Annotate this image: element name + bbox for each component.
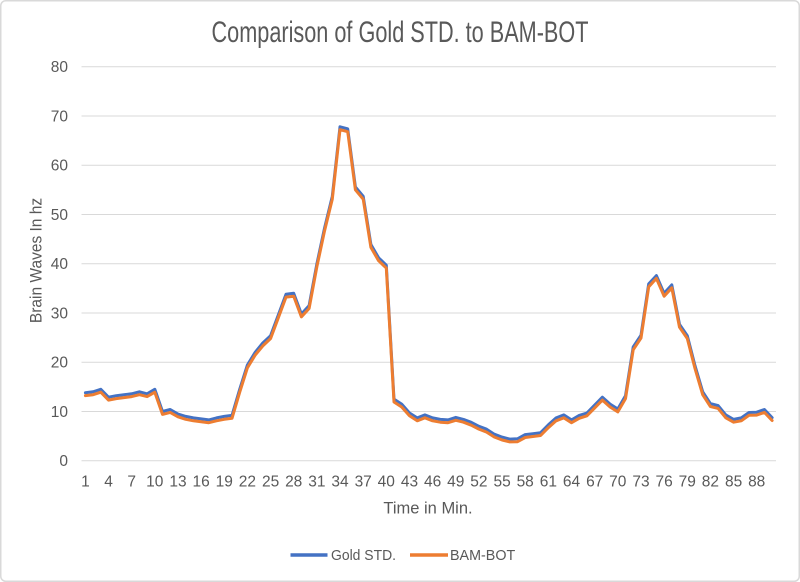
svg-text:16: 16	[192, 473, 209, 490]
svg-text:22: 22	[239, 473, 256, 490]
svg-text:50: 50	[51, 207, 69, 224]
svg-text:70: 70	[609, 473, 627, 490]
svg-text:31: 31	[308, 473, 325, 490]
svg-text:19: 19	[216, 473, 233, 490]
svg-text:67: 67	[586, 473, 603, 490]
svg-text:7: 7	[127, 473, 136, 490]
svg-text:46: 46	[424, 473, 441, 490]
svg-text:52: 52	[470, 473, 487, 490]
svg-text:Gold STD.: Gold STD.	[331, 548, 396, 565]
svg-text:BAM-BOT: BAM-BOT	[450, 548, 515, 564]
svg-text:85: 85	[725, 473, 742, 490]
svg-text:80: 80	[51, 59, 69, 76]
svg-text:88: 88	[748, 473, 765, 490]
svg-text:1: 1	[81, 473, 90, 490]
svg-text:10: 10	[51, 404, 69, 421]
svg-text:Comparison of Gold STD. to BAM: Comparison of Gold STD. to BAM-BOT	[212, 17, 589, 49]
svg-text:37: 37	[355, 473, 372, 490]
svg-text:64: 64	[563, 473, 581, 490]
svg-text:13: 13	[169, 473, 186, 490]
svg-text:4: 4	[104, 473, 113, 490]
svg-text:49: 49	[447, 473, 464, 490]
svg-text:70: 70	[51, 108, 69, 125]
svg-text:34: 34	[331, 473, 349, 490]
svg-text:76: 76	[655, 473, 672, 490]
svg-text:43: 43	[401, 473, 418, 490]
svg-text:61: 61	[540, 473, 557, 490]
svg-text:40: 40	[378, 473, 396, 490]
svg-text:30: 30	[51, 305, 69, 322]
svg-text:Time in Min.: Time in Min.	[383, 499, 472, 517]
svg-text:60: 60	[51, 158, 69, 175]
svg-text:0: 0	[59, 453, 68, 470]
svg-text:Brain Waves In hz: Brain Waves In hz	[28, 198, 46, 323]
svg-text:79: 79	[679, 473, 696, 490]
svg-text:20: 20	[51, 355, 69, 372]
svg-text:25: 25	[262, 473, 279, 490]
svg-text:58: 58	[517, 473, 534, 490]
svg-text:55: 55	[493, 473, 510, 490]
svg-text:82: 82	[702, 473, 719, 490]
svg-text:28: 28	[285, 473, 302, 490]
svg-text:73: 73	[632, 473, 649, 490]
svg-text:40: 40	[51, 256, 69, 273]
svg-text:10: 10	[146, 473, 164, 490]
